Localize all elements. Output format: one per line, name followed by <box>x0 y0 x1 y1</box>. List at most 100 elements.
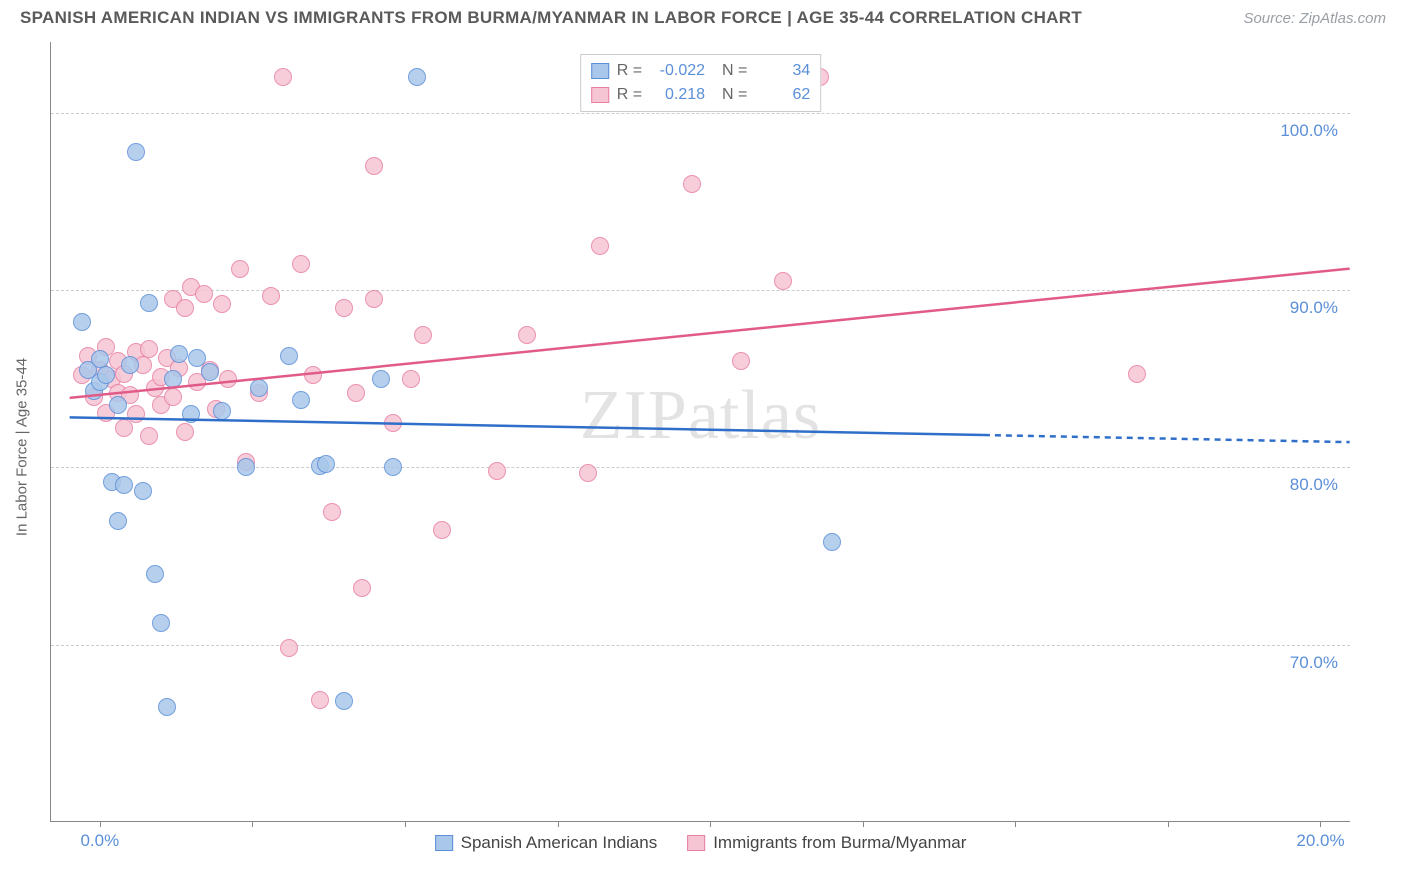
data-point-pink <box>311 691 329 709</box>
data-point-blue <box>823 533 841 551</box>
r-label: R = <box>617 59 642 83</box>
data-point-pink <box>347 384 365 402</box>
series-legend: Spanish American Indians Immigrants from… <box>435 833 967 853</box>
x-tick-label: 0.0% <box>80 831 119 851</box>
x-tick <box>710 821 711 827</box>
y-tick-label: 90.0% <box>1286 298 1342 318</box>
data-point-blue <box>182 405 200 423</box>
legend-swatch-blue <box>435 835 453 851</box>
data-point-pink <box>213 295 231 313</box>
data-point-blue <box>201 363 219 381</box>
legend-swatch-pink <box>591 87 609 103</box>
data-point-blue <box>335 692 353 710</box>
data-point-pink <box>176 299 194 317</box>
x-tick <box>1015 821 1016 827</box>
r-value-pink: 0.218 <box>650 83 705 107</box>
n-label: N = <box>713 59 747 83</box>
data-point-blue <box>158 698 176 716</box>
legend-label-pink: Immigrants from Burma/Myanmar <box>713 833 966 853</box>
data-point-blue <box>250 379 268 397</box>
data-point-pink <box>335 299 353 317</box>
data-point-pink <box>683 175 701 193</box>
chart-title: SPANISH AMERICAN INDIAN VS IMMIGRANTS FR… <box>20 8 1082 28</box>
data-point-pink <box>274 68 292 86</box>
data-point-pink <box>402 370 420 388</box>
chart-header: SPANISH AMERICAN INDIAN VS IMMIGRANTS FR… <box>0 0 1406 32</box>
data-point-blue <box>292 391 310 409</box>
x-tick <box>863 821 864 827</box>
data-point-pink <box>732 352 750 370</box>
data-point-pink <box>353 579 371 597</box>
data-point-pink <box>591 237 609 255</box>
data-point-pink <box>365 290 383 308</box>
legend-item-blue: Spanish American Indians <box>435 833 658 853</box>
chart-container: In Labor Force | Age 35-44 ZIPatlas R = … <box>0 32 1406 862</box>
trend-lines <box>51 42 1350 821</box>
data-point-pink <box>231 260 249 278</box>
data-point-blue <box>213 402 231 420</box>
chart-source: Source: ZipAtlas.com <box>1243 10 1386 27</box>
data-point-pink <box>292 255 310 273</box>
plot-area: ZIPatlas R = -0.022 N = 34 R = 0.218 N =… <box>50 42 1350 822</box>
correlation-legend: R = -0.022 N = 34 R = 0.218 N = 62 <box>580 54 822 112</box>
gridline <box>51 645 1350 646</box>
x-tick <box>1168 821 1169 827</box>
data-point-pink <box>518 326 536 344</box>
data-point-pink <box>1128 365 1146 383</box>
legend-label-blue: Spanish American Indians <box>461 833 658 853</box>
data-point-blue <box>115 476 133 494</box>
data-point-pink <box>365 157 383 175</box>
data-point-blue <box>140 294 158 312</box>
gridline <box>51 113 1350 114</box>
data-point-pink <box>127 405 145 423</box>
x-tick <box>252 821 253 827</box>
r-label: R = <box>617 83 642 107</box>
data-point-pink <box>262 287 280 305</box>
data-point-pink <box>176 423 194 441</box>
data-point-blue <box>109 512 127 530</box>
legend-row-pink: R = 0.218 N = 62 <box>591 83 811 107</box>
data-point-blue <box>73 313 91 331</box>
data-point-pink <box>384 414 402 432</box>
data-point-pink <box>414 326 432 344</box>
data-point-pink <box>195 285 213 303</box>
n-label: N = <box>713 83 747 107</box>
data-point-pink <box>433 521 451 539</box>
x-tick <box>405 821 406 827</box>
x-tick <box>558 821 559 827</box>
data-point-pink <box>140 427 158 445</box>
data-point-blue <box>384 458 402 476</box>
data-point-pink <box>488 462 506 480</box>
data-point-pink <box>323 503 341 521</box>
data-point-pink <box>579 464 597 482</box>
data-point-blue <box>237 458 255 476</box>
data-point-blue <box>317 455 335 473</box>
data-point-pink <box>219 370 237 388</box>
y-tick-label: 70.0% <box>1286 653 1342 673</box>
data-point-pink <box>774 272 792 290</box>
data-point-pink <box>304 366 322 384</box>
watermark: ZIPatlas <box>580 376 821 456</box>
x-tick-label: 20.0% <box>1296 831 1344 851</box>
data-point-pink <box>115 419 133 437</box>
data-point-blue <box>146 565 164 583</box>
data-point-blue <box>280 347 298 365</box>
data-point-pink <box>140 340 158 358</box>
data-point-blue <box>97 366 115 384</box>
r-value-blue: -0.022 <box>650 59 705 83</box>
data-point-pink <box>164 388 182 406</box>
legend-swatch-blue <box>591 63 609 79</box>
data-point-blue <box>134 482 152 500</box>
legend-item-pink: Immigrants from Burma/Myanmar <box>687 833 966 853</box>
y-axis-title: In Labor Force | Age 35-44 <box>14 358 31 536</box>
y-tick-label: 80.0% <box>1286 475 1342 495</box>
data-point-blue <box>109 396 127 414</box>
legend-row-blue: R = -0.022 N = 34 <box>591 59 811 83</box>
data-point-blue <box>121 356 139 374</box>
data-point-pink <box>280 639 298 657</box>
data-point-blue <box>170 345 188 363</box>
data-point-blue <box>127 143 145 161</box>
data-point-blue <box>164 370 182 388</box>
x-tick <box>1320 821 1321 827</box>
data-point-blue <box>408 68 426 86</box>
